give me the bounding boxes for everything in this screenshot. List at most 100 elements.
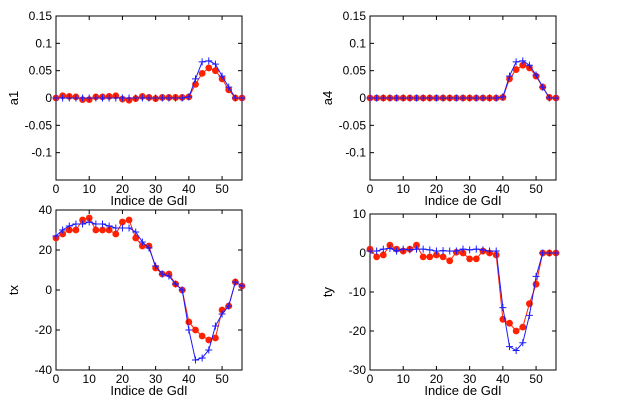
data-point-blue	[132, 228, 140, 236]
data-point-blue	[152, 262, 160, 270]
data-point-blue	[125, 94, 133, 102]
x-axis-label: Indice de GdI	[110, 383, 187, 396]
data-point-blue	[459, 94, 467, 102]
data-point-red	[59, 230, 67, 238]
data-point-blue	[198, 354, 206, 362]
data-point-blue	[479, 94, 487, 102]
y-tick-label: 0	[45, 91, 52, 105]
data-point-blue	[92, 220, 100, 228]
data-point-blue	[452, 94, 460, 102]
y-tick-label: -0.05	[339, 118, 367, 132]
data-point-blue	[466, 246, 474, 254]
data-point-blue	[225, 83, 233, 91]
x-tick-label: 50	[215, 182, 229, 196]
data-point-blue	[72, 220, 80, 228]
data-point-red	[119, 218, 126, 226]
data-point-blue	[466, 94, 474, 102]
data-point-blue	[118, 224, 126, 232]
data-point-blue	[79, 94, 87, 102]
data-point-blue	[99, 94, 106, 102]
data-point-blue	[59, 94, 67, 102]
data-point-blue	[225, 302, 233, 310]
x-tick-label: 0	[367, 372, 374, 386]
data-point-blue	[231, 94, 239, 102]
data-point-blue	[472, 245, 480, 253]
data-point-red	[112, 230, 120, 238]
x-tick-label: 10	[83, 372, 97, 386]
data-point-blue	[218, 72, 226, 80]
data-point-blue	[105, 94, 113, 102]
data-point-blue	[532, 71, 540, 79]
data-point-blue	[52, 94, 60, 102]
y-axis-label: ty	[320, 286, 335, 297]
data-point-blue	[479, 246, 487, 254]
data-point-blue	[238, 94, 246, 102]
data-point-red	[65, 226, 73, 234]
data-point-blue	[231, 278, 239, 286]
data-point-red	[373, 253, 381, 261]
chart-panel-a4: 0 10 20 30 40 50 -0.1 -0.05 0 0.05 0.1 0.15 Indice d…	[320, 9, 560, 208]
x-tick-label: 30	[463, 372, 477, 386]
data-point-blue	[145, 244, 153, 252]
series-line-blue	[370, 247, 556, 352]
y-axis-label: tx	[6, 284, 21, 295]
data-point-blue	[165, 272, 173, 280]
data-point-blue	[512, 58, 520, 66]
data-point-blue	[185, 326, 193, 334]
data-point-blue	[432, 94, 440, 102]
data-point-blue	[532, 272, 540, 280]
data-point-blue	[192, 75, 199, 83]
series-line-red	[369, 244, 556, 332]
data-point-blue	[419, 94, 427, 102]
data-point-blue	[406, 246, 414, 254]
data-point-red	[72, 226, 80, 234]
y-tick-label: -30	[349, 363, 367, 377]
data-point-blue	[72, 94, 80, 102]
data-point-blue	[439, 94, 447, 102]
data-point-blue	[386, 244, 394, 252]
data-point-blue	[138, 94, 146, 102]
data-point-blue	[366, 247, 374, 255]
data-point-red	[419, 253, 427, 261]
data-point-blue	[92, 94, 100, 102]
data-point-blue	[158, 270, 166, 278]
series-line-blue	[56, 60, 242, 99]
data-point-blue	[413, 94, 420, 102]
data-point-blue	[386, 94, 394, 102]
data-point-blue	[65, 222, 73, 230]
data-point-blue	[211, 60, 219, 68]
data-point-red	[439, 253, 447, 261]
data-point-blue	[366, 94, 374, 102]
data-point-blue	[393, 94, 401, 102]
data-point-blue	[399, 245, 407, 253]
data-point-blue	[112, 94, 120, 102]
data-point-blue	[52, 232, 60, 240]
data-point-blue	[373, 94, 381, 102]
x-tick-label: 30	[149, 182, 163, 196]
data-point-blue	[379, 94, 387, 102]
x-tick-label: 50	[215, 372, 229, 386]
x-tick-label: 20	[116, 182, 130, 196]
data-point-blue	[432, 247, 440, 255]
data-point-blue	[172, 94, 180, 102]
y-tick-label: -40	[35, 363, 53, 377]
data-point-blue	[125, 224, 133, 232]
x-tick-label: 40	[496, 372, 510, 386]
data-point-blue	[552, 94, 560, 102]
data-point-red	[413, 241, 420, 249]
data-point-red	[192, 326, 199, 334]
data-point-blue	[452, 247, 460, 255]
y-axis-label: a1	[6, 91, 21, 105]
x-axis-label: Indice de GdI	[424, 383, 501, 396]
data-point-blue	[486, 94, 494, 102]
data-point-blue	[238, 282, 246, 290]
data-point-blue	[198, 58, 206, 66]
data-point-blue	[519, 57, 527, 65]
data-point-red	[212, 67, 219, 75]
data-point-blue	[85, 94, 93, 102]
x-tick-label: 10	[397, 372, 411, 386]
data-point-blue	[446, 94, 454, 102]
y-tick-label: 0.15	[29, 9, 53, 23]
data-point-red	[205, 336, 213, 344]
data-point-blue	[79, 220, 87, 228]
